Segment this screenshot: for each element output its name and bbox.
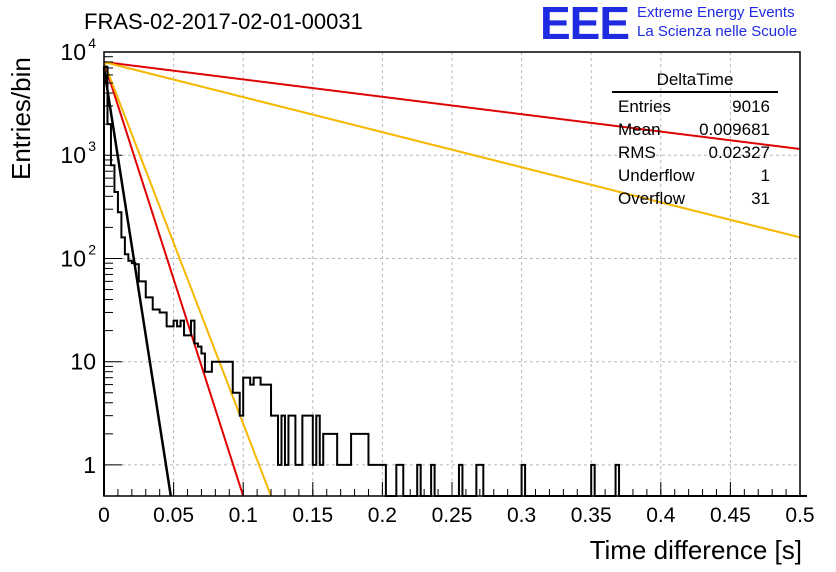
logo-caption: Extreme Energy Events La Scienza nelle S… <box>637 3 797 41</box>
stats-row: Underflow 1 <box>612 164 778 187</box>
fit-line <box>103 61 272 497</box>
stats-value: 31 <box>751 189 770 208</box>
grid-lines <box>104 52 800 496</box>
stats-label: RMS <box>618 143 656 162</box>
y-tick-label: 10 <box>70 349 96 375</box>
x-tick-label: 0.2 <box>368 504 397 527</box>
x-tick-label: 0.05 <box>153 504 194 527</box>
logo-line-2: La Scienza nelle Scuole <box>637 23 798 40</box>
x-tick-label: 0.3 <box>507 504 536 527</box>
eee-logo: EEE <box>540 0 630 49</box>
y-tick-exponent: 3 <box>88 138 96 154</box>
x-tick-label: 0.25 <box>432 504 473 527</box>
stats-value: 1 <box>760 166 770 185</box>
y-tick-exponent: 4 <box>88 35 96 51</box>
x-tick-label: 0.5 <box>785 504 814 527</box>
fit-line <box>102 67 173 497</box>
fit-line <box>103 61 245 497</box>
stats-label: Overflow <box>618 189 686 208</box>
stats-value: 0.02327 <box>708 143 770 162</box>
y-tick-label: 10 <box>60 39 86 65</box>
stats-title: DeltaTime <box>612 70 778 93</box>
stats-box: DeltaTime Entries 9016 Mean 0.009681 RMS 0.… <box>612 70 778 210</box>
x-tick-label: 0.15 <box>292 504 333 527</box>
stats-row: RMS 0.02327 <box>612 141 778 164</box>
axes: 0 0.05 0.1 0.15 0.2 0.25 0.3 0.35 0.4 0.45 0.510 41… <box>60 35 814 527</box>
stats-row: Entries 9016 <box>612 95 778 118</box>
stats-label: Entries <box>618 97 671 116</box>
fit-line <box>103 61 801 150</box>
y-axis-label-wrap: Entries/bin <box>6 57 46 220</box>
stats-row: Mean 0.009681 <box>612 118 778 141</box>
x-tick-label: 0 <box>98 504 110 527</box>
stats-value: 0.009681 <box>699 120 770 139</box>
x-tick-label: 0.1 <box>229 504 258 527</box>
logo-line-1: Extreme Energy Events <box>637 4 795 21</box>
y-tick-exponent: 2 <box>88 241 96 257</box>
y-tick-label: 1 <box>83 452 96 478</box>
y-axis-label: Entries/bin <box>6 57 36 180</box>
y-tick-label: 10 <box>60 142 86 168</box>
stats-label: Mean <box>618 120 661 139</box>
chart-title: FRAS-02-2017-02-01-00031 <box>84 9 363 34</box>
fit-lines <box>102 61 801 497</box>
stats-value: 9016 <box>732 97 770 116</box>
x-tick-label: 0.35 <box>571 504 612 527</box>
x-axis-label: Time difference [s] <box>589 535 802 565</box>
stats-label: Underflow <box>618 166 695 185</box>
y-tick-label: 10 <box>60 245 86 271</box>
x-tick-label: 0.4 <box>646 504 676 527</box>
fit-line <box>103 61 801 239</box>
x-tick-label: 0.45 <box>710 504 751 527</box>
stats-row: Overflow 31 <box>612 187 778 210</box>
